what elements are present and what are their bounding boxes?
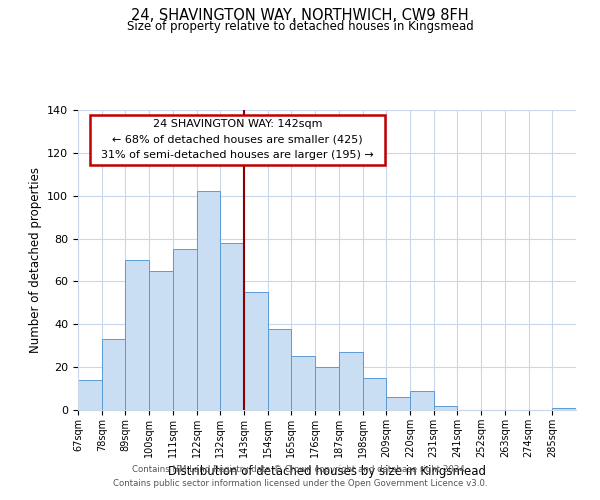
Bar <box>362 378 386 410</box>
Bar <box>149 270 173 410</box>
Bar <box>268 328 292 410</box>
Bar <box>386 397 410 410</box>
Bar <box>292 356 315 410</box>
Text: 24, SHAVINGTON WAY, NORTHWICH, CW9 8FH: 24, SHAVINGTON WAY, NORTHWICH, CW9 8FH <box>131 8 469 22</box>
Y-axis label: Number of detached properties: Number of detached properties <box>29 167 41 353</box>
Bar <box>339 352 362 410</box>
Bar <box>315 367 339 410</box>
Bar <box>434 406 457 410</box>
X-axis label: Distribution of detached houses by size in Kingsmead: Distribution of detached houses by size … <box>168 466 486 478</box>
Bar <box>552 408 576 410</box>
Text: Size of property relative to detached houses in Kingsmead: Size of property relative to detached ho… <box>127 20 473 33</box>
Bar <box>173 250 197 410</box>
Bar <box>410 390 434 410</box>
Bar <box>78 380 102 410</box>
Bar <box>102 340 125 410</box>
Bar <box>197 192 220 410</box>
Bar <box>220 243 244 410</box>
Bar <box>125 260 149 410</box>
Text: 24 SHAVINGTON WAY: 142sqm  
  ← 68% of detached houses are smaller (425)  
  31%: 24 SHAVINGTON WAY: 142sqm ← 68% of detac… <box>94 119 381 160</box>
Text: Contains HM Land Registry data © Crown copyright and database right 2024.
Contai: Contains HM Land Registry data © Crown c… <box>113 466 487 487</box>
Bar <box>244 292 268 410</box>
